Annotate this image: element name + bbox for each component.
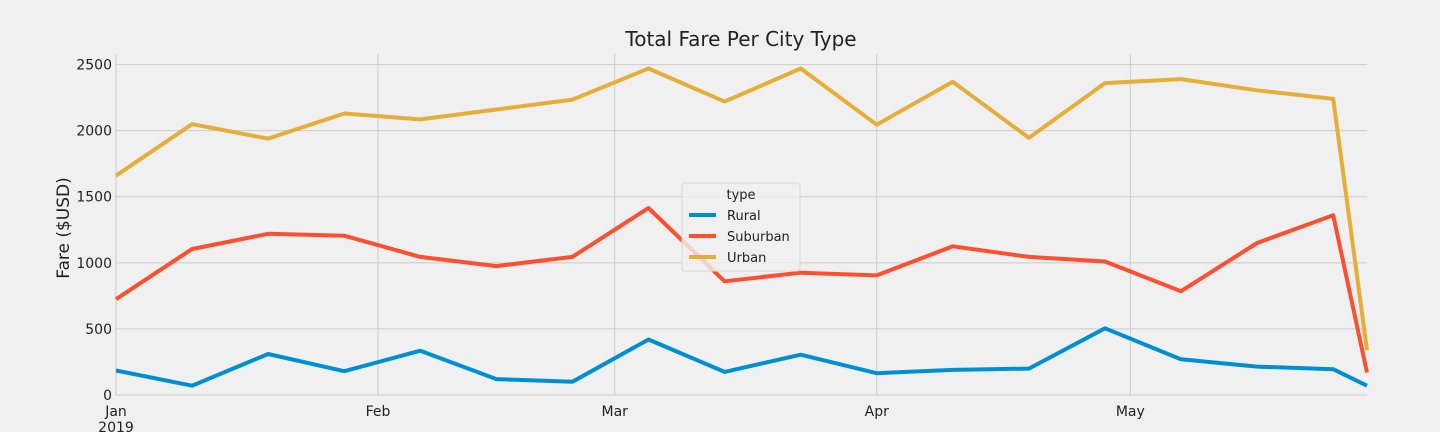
y-tick-label: 2500	[76, 58, 112, 74]
legend-title: type	[726, 188, 755, 203]
y-tick-label: 2000	[76, 124, 112, 140]
x-tick-label: Jan	[104, 404, 127, 420]
series-line-suburban	[114, 206, 1369, 373]
legend: type Rural Suburban Urban	[681, 182, 801, 272]
y-axis-label: Fare ($USD)	[54, 177, 74, 279]
series-line-urban	[114, 66, 1369, 351]
legend-label-urban: Urban	[727, 251, 766, 266]
x-tick-label: Apr	[865, 404, 889, 420]
y-tick-label: 1000	[76, 256, 112, 272]
x-tick-label: May	[1116, 404, 1145, 420]
x-tick-label: Feb	[366, 404, 391, 420]
y-tick-label: 500	[85, 322, 112, 338]
x-tick-label: Mar	[601, 404, 628, 420]
legend-label-suburban: Suburban	[727, 230, 790, 245]
y-tick-label: 0	[103, 388, 112, 404]
legend-label-rural: Rural	[727, 209, 761, 224]
series-lines	[114, 66, 1369, 388]
legend-box	[681, 182, 801, 272]
y-tick-labels: 0 500 1000 1500 2000 2500	[76, 58, 112, 404]
y-tick-label: 1500	[76, 190, 112, 206]
series-line-rural	[115, 326, 1368, 388]
chart-title: Total Fare Per City Type	[624, 27, 856, 51]
x-tick-sublabel: 2019	[98, 420, 134, 432]
